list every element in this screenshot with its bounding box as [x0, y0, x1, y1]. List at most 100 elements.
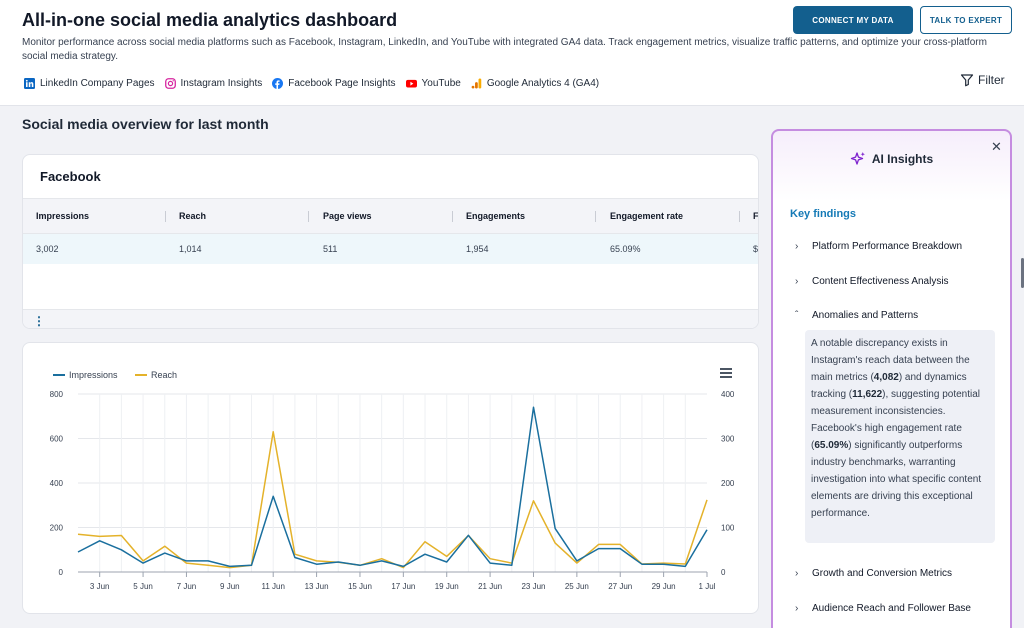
y-right-tick-label: 100 [721, 524, 735, 533]
source-linkedin[interactable]: LinkedIn Company Pages [24, 77, 155, 89]
ai-insights-header: AI Insights [773, 151, 1010, 167]
facebook-card-title: Facebook [40, 169, 101, 184]
filter-button[interactable]: Filter [960, 73, 1005, 87]
finding-audience-reach[interactable]: › Audience Reach and Follower Base [795, 603, 971, 614]
y-left-tick-label: 200 [50, 524, 64, 533]
page-header: All-in-one social media analytics dashbo… [0, 0, 1024, 106]
table-footer: ⋮ [23, 309, 758, 328]
source-label: Google Analytics 4 (GA4) [486, 77, 600, 89]
body-text: ) significantly outperforms industry ben… [811, 440, 982, 519]
table-cell: 1,014 [179, 244, 202, 254]
column-separator [165, 211, 166, 222]
connect-my-data-button[interactable]: CONNECT MY DATA [793, 6, 913, 34]
source-label: Facebook Page Insights [288, 77, 396, 89]
linkedin-icon [24, 77, 35, 89]
column-separator [308, 211, 309, 222]
column-header[interactable]: Fo [753, 211, 759, 221]
finding-label: Audience Reach and Follower Base [812, 603, 971, 614]
data-sources-list: LinkedIn Company Pages Instagram Insight… [24, 76, 609, 90]
source-youtube[interactable]: YouTube [405, 77, 461, 89]
column-header[interactable]: Page views [323, 211, 372, 221]
y-left-tick-label: 800 [50, 390, 64, 399]
table-cell: 1,954 [466, 244, 489, 254]
page-title: All-in-one social media analytics dashbo… [22, 10, 398, 30]
chevron-right-icon: › [795, 568, 799, 579]
table-cell: $ [753, 244, 759, 254]
more-options-icon[interactable]: ⋮ [33, 314, 45, 328]
finding-platform-performance[interactable]: › Platform Performance Breakdown [795, 241, 962, 252]
finding-content-effectiveness[interactable]: › Content Effectiveness Analysis [795, 276, 949, 287]
column-header[interactable]: Engagements [466, 211, 526, 221]
finding-anomalies-body: A notable discrepancy exists in Instagra… [805, 330, 995, 543]
ai-insights-title: AI Insights [871, 152, 934, 166]
x-tick-label: 17 Jun [391, 582, 415, 591]
body-text: ) and dynamics tracking ( [811, 372, 967, 400]
source-instagram[interactable]: Instagram Insights [164, 77, 262, 89]
y-right-tick-label: 0 [721, 568, 726, 577]
finding-label: Platform Performance Breakdown [812, 241, 963, 252]
finding-anomalies-patterns[interactable]: ˆ Anomalies and Patterns [795, 310, 918, 321]
y-right-tick-label: 400 [721, 390, 735, 399]
chevron-right-icon: › [795, 276, 799, 287]
x-tick-label: 15 Jun [348, 582, 372, 591]
ga4-icon [471, 77, 482, 89]
column-header[interactable]: Reach [179, 211, 207, 221]
filter-label: Filter [978, 73, 1005, 87]
finding-label: Anomalies and Patterns [812, 310, 919, 321]
source-facebook[interactable]: Facebook Page Insights [272, 77, 396, 89]
talk-to-expert-button[interactable]: TALK TO EXPERT [920, 6, 1012, 34]
body-highlight: 65.09% [814, 440, 849, 451]
column-separator [452, 211, 453, 222]
series-line-impressions [77, 406, 708, 568]
x-tick-label: 29 Jun [652, 582, 676, 591]
x-tick-label: 1 Jul [699, 582, 716, 591]
instagram-icon [164, 77, 176, 89]
table-header: Impressions Reach Page views Engagements… [23, 198, 759, 234]
column-header[interactable]: Engagement rate [610, 211, 684, 221]
column-separator [739, 211, 740, 222]
youtube-icon [405, 79, 417, 88]
menu-bar [720, 368, 732, 370]
page-scrollbar[interactable] [1021, 258, 1024, 288]
x-tick-label: 13 Jun [305, 582, 329, 591]
finding-label: Growth and Conversion Metrics [812, 568, 953, 579]
table-cell: 511 [323, 244, 338, 254]
chart-menu-icon[interactable] [720, 368, 732, 378]
facebook-icon [272, 77, 284, 89]
chevron-right-icon: › [795, 603, 799, 614]
table-row: 3,002 1,014 511 1,954 65.09% $ [23, 234, 759, 264]
body-text: A notable discrepancy exists in Instagra… [811, 338, 970, 383]
menu-bar [720, 376, 732, 378]
legend-label: Impressions [69, 370, 118, 380]
x-tick-label: 3 Jun [90, 582, 110, 591]
sparkle-icon [850, 152, 865, 165]
menu-bar [720, 372, 732, 374]
ai-insights-panel: AI Insights ✕ Key findings › Platform Pe… [771, 129, 1012, 628]
column-separator [595, 211, 596, 222]
y-left-tick-label: 400 [50, 479, 64, 488]
x-tick-label: 25 Jun [565, 582, 589, 591]
close-icon[interactable]: ✕ [991, 139, 1002, 154]
impressions-reach-chart-card: 3 Jun 5 Jun 7 Jun 9 Jun 11 Jun 13 Jun 15 Jun 17… [22, 342, 759, 614]
y-right-tick-label: 300 [721, 435, 735, 444]
chevron-right-icon: › [795, 241, 799, 252]
source-label: YouTube [421, 77, 461, 89]
x-tick-label: 19 Jun [435, 582, 459, 591]
series-line-reach [77, 431, 708, 569]
page-subtitle: Monitor performance across social media … [22, 37, 987, 62]
column-header[interactable]: Impressions [36, 211, 90, 221]
x-tick-label: 11 Jun [261, 582, 284, 591]
y-left-tick-label: 0 [59, 568, 64, 577]
body-highlight: 11,622 [852, 389, 883, 400]
y-left-tick-label: 600 [50, 435, 64, 444]
source-ga4[interactable]: Google Analytics 4 (GA4) [471, 78, 599, 89]
finding-growth-conversion[interactable]: › Growth and Conversion Metrics [795, 568, 952, 579]
x-tick-label: 5 Jun [133, 582, 153, 591]
table-cell: 65.09% [610, 244, 641, 254]
body-highlight: 4,082 [873, 372, 899, 383]
x-tick-label: 7 Jun [177, 582, 197, 591]
legend-label: Reach [151, 370, 177, 380]
section-title: Social media overview for last month [22, 116, 269, 132]
table-cell: 3,002 [36, 244, 59, 254]
y-right-tick-label: 200 [721, 479, 735, 488]
